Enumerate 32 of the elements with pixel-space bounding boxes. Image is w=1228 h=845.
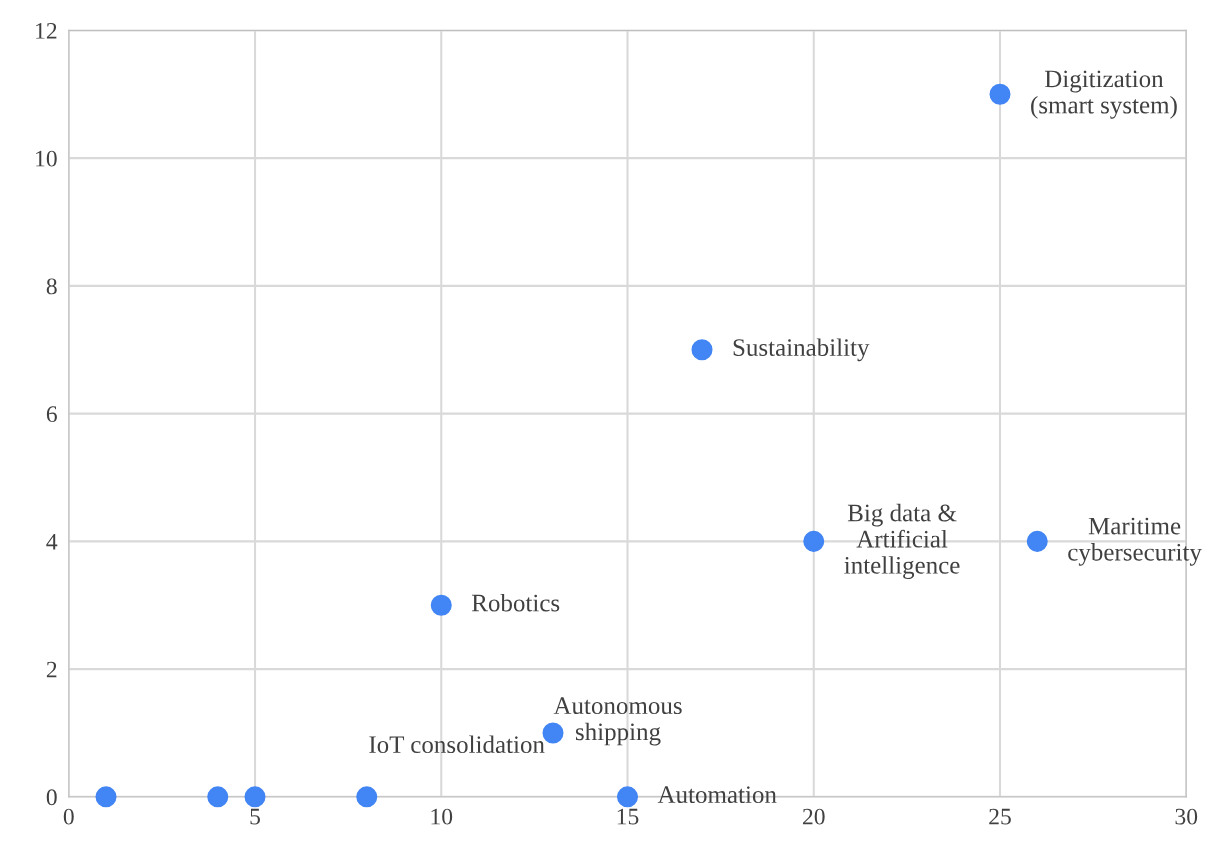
x-tick-label: 30 [1175, 808, 1198, 825]
annotation: Maritime cybersecurity [1068, 517, 1202, 566]
point [616, 786, 639, 808]
x-tick-label: 0 [63, 808, 74, 825]
annotation: Sustainability [733, 338, 870, 362]
x-tick-label: 5 [250, 808, 260, 825]
x-tick-label: 20 [802, 808, 825, 825]
point [1026, 530, 1048, 552]
y-tick-label: 8 [46, 278, 57, 295]
point [430, 594, 452, 616]
annotation: Automation [657, 786, 777, 804]
x-tick-label: 15 [617, 808, 639, 825]
x-tick-label: 10 [431, 808, 453, 825]
y-tick-label: 4 [46, 534, 58, 550]
y-tick-label: 2 [46, 661, 57, 678]
point [95, 786, 117, 808]
point [989, 83, 1011, 105]
y-tick-label: 0 [46, 789, 57, 806]
annotation: Big data & Artificial intelligence [844, 503, 960, 579]
annotation: IoT consolidation [369, 735, 545, 754]
annotation: Robotics [471, 593, 560, 612]
point [803, 530, 825, 552]
point [691, 339, 713, 361]
annotation: Digitization (smart system) [1031, 70, 1177, 119]
y-tick-label: 10 [36, 150, 57, 167]
point [244, 786, 266, 808]
annotation: Autonomous shipping [553, 697, 682, 746]
point [356, 786, 378, 808]
x-tick-label: 25 [989, 808, 1011, 825]
point [207, 786, 229, 808]
y-tick-label: 12 [36, 22, 57, 39]
y-tick-label: 6 [46, 406, 57, 423]
